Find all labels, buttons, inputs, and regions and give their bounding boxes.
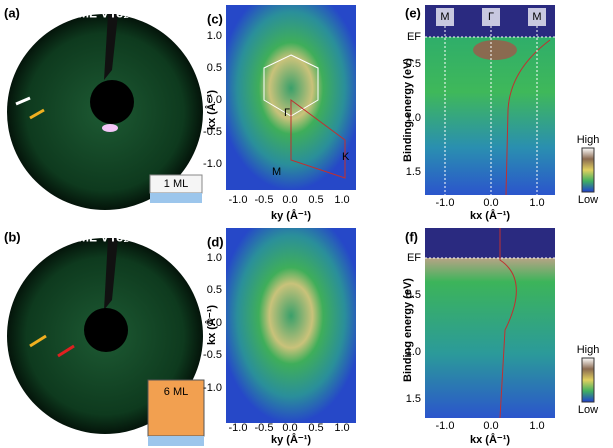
x-tick-label: -1.0	[436, 197, 455, 209]
y-tick-label: 0.5	[207, 62, 222, 74]
point-label: Γ	[284, 107, 290, 119]
colorbar-label: High	[577, 344, 600, 356]
y-tick-label: 0.0	[207, 317, 222, 329]
panel-f: (f) Binding energy (eV) kx (Å⁻¹) High Lo…	[402, 228, 599, 446]
point-label: M	[532, 11, 541, 23]
point-label: K	[342, 151, 350, 163]
substrate	[150, 193, 202, 203]
panel-c: (c) Γ M K kx (Å⁻¹) ky (Å⁻¹)	[205, 5, 356, 222]
beam-stop	[84, 308, 128, 352]
y-tick-label: 0.5	[207, 284, 222, 296]
fermi-map	[226, 5, 356, 190]
x-tick-label: 1.0	[334, 194, 349, 206]
y-tick-label: 1.0	[207, 30, 222, 42]
x-axis-label: kx (Å⁻¹)	[470, 209, 510, 222]
y-tick-label: -0.5	[203, 349, 222, 361]
y-tick-label: EF	[407, 31, 421, 43]
point-label: M	[272, 166, 281, 178]
panel-label: (a)	[4, 5, 20, 20]
panel-d: (d) kx (Å⁻¹) ky (Å⁻¹)	[205, 228, 356, 446]
x-tick-label: -0.5	[255, 422, 274, 434]
panel-label: (c)	[207, 11, 223, 26]
spot	[102, 124, 118, 132]
x-axis-label: ky (Å⁻¹)	[271, 209, 311, 222]
fermi-map	[226, 228, 356, 423]
y-tick-label: 0.0	[207, 94, 222, 106]
sample-label: 1 ML	[164, 178, 188, 190]
point-label: M	[440, 11, 449, 23]
colorbar-label: Low	[578, 194, 598, 206]
colorbar-label: Low	[578, 404, 598, 416]
x-tick-label: 0.5	[308, 422, 323, 434]
y-tick-label: 1.0	[406, 346, 421, 358]
panel-label: (b)	[4, 229, 21, 244]
y-tick-label: 1.0	[406, 112, 421, 124]
x-tick-label: 1.0	[334, 422, 349, 434]
x-tick-label: 0.0	[483, 197, 498, 209]
gap-region	[425, 228, 555, 258]
x-axis-label: kx (Å⁻¹)	[470, 433, 510, 446]
x-tick-label: -1.0	[229, 422, 248, 434]
point-label: Γ	[488, 11, 494, 23]
panel-label: (f)	[405, 229, 418, 244]
y-axis-label: Binding energy (eV)	[402, 58, 414, 162]
x-tick-label: -0.5	[255, 194, 274, 206]
beam-stop	[90, 80, 134, 124]
panel-e: (e) Binding energy (eV) kx (Å⁻¹) High Lo…	[402, 5, 599, 222]
x-tick-label: 0.0	[282, 422, 297, 434]
panel-title: 1ML VTe₂	[71, 5, 129, 20]
x-tick-label: -1.0	[229, 194, 248, 206]
panel-label: (e)	[405, 5, 421, 20]
panel-b: (b) 6ML VTe₂ 6 ML	[4, 229, 204, 446]
figure: (a) 1ML VTe₂ 1 ML (b) 6ML VTe₂ 6 ML (c) …	[0, 0, 613, 448]
x-axis-label: ky (Å⁻¹)	[271, 433, 311, 446]
panel-a: (a) 1ML VTe₂ 1 ML	[4, 5, 203, 210]
colorbar	[582, 148, 594, 192]
panel-label: (d)	[207, 234, 224, 249]
y-tick-label: 1.5	[406, 166, 421, 178]
substrate	[148, 436, 204, 446]
x-tick-label: 0.5	[308, 194, 323, 206]
y-tick-label: 1.5	[406, 393, 421, 405]
y-tick-label: EF	[407, 252, 421, 264]
y-tick-label: 0.5	[406, 58, 421, 70]
x-tick-label: 0.0	[282, 194, 297, 206]
x-tick-label: 0.0	[483, 420, 498, 432]
y-tick-label: -1.0	[203, 382, 222, 394]
panel-title: 6ML VTe₂	[71, 229, 129, 244]
sample-label: 6 ML	[164, 386, 188, 398]
x-tick-label: -1.0	[436, 420, 455, 432]
band-feature	[473, 40, 517, 60]
y-tick-label: -0.5	[203, 126, 222, 138]
y-tick-label: 0.5	[406, 289, 421, 301]
arpes-map	[425, 258, 555, 418]
x-tick-label: 1.0	[529, 420, 544, 432]
y-tick-label: 1.0	[207, 252, 222, 264]
y-tick-label: -1.0	[203, 158, 222, 170]
colorbar-label: High	[577, 134, 600, 146]
x-tick-label: 1.0	[529, 197, 544, 209]
colorbar	[582, 358, 594, 402]
